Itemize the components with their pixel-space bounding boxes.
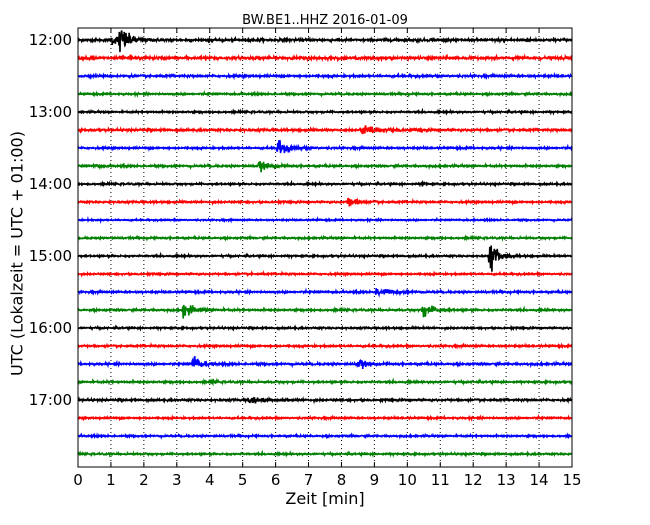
x-tick-label: 2 <box>139 471 149 489</box>
trace-row <box>77 245 573 272</box>
y-tick-label: 17:00 <box>29 391 72 409</box>
x-tick-label: 5 <box>238 471 248 489</box>
trace-row <box>77 395 573 405</box>
trace-row <box>77 304 573 319</box>
x-tick-label: 6 <box>271 471 281 489</box>
trace-row <box>77 234 573 242</box>
trace-row <box>77 107 573 116</box>
trace-row <box>77 197 573 207</box>
trace-row <box>77 216 573 224</box>
ticks: 0 1 2 3 4 5 6 7 8 9 10 11 12 13 14 1512:0013:0014:0015:… <box>29 28 582 489</box>
trace-row <box>77 449 573 458</box>
trace-row <box>77 269 573 278</box>
x-tick-label: 15 <box>562 471 581 489</box>
trace-row <box>77 413 573 423</box>
trace-row <box>77 53 573 63</box>
x-tick-label: 0 <box>73 471 83 489</box>
plot-frame <box>77 27 573 468</box>
x-tick-label: 4 <box>205 471 215 489</box>
x-tick-label: 7 <box>304 471 314 489</box>
y-axis-label: UTC (Lokalzeit = UTC + 01:00) <box>8 131 27 376</box>
x-tick-label: 11 <box>431 471 450 489</box>
trace-row <box>77 432 573 440</box>
x-tick-label: 3 <box>172 471 182 489</box>
x-tick-label: 13 <box>497 471 516 489</box>
traces <box>77 30 573 458</box>
x-tick-label: 1 <box>106 471 116 489</box>
trace-row <box>77 89 573 99</box>
y-tick-label: 15:00 <box>29 247 72 265</box>
y-tick-label: 16:00 <box>29 319 72 337</box>
trace-row <box>77 71 573 81</box>
trace-row <box>77 324 573 332</box>
trace-row <box>77 287 573 298</box>
y-tick-label: 12:00 <box>29 31 72 49</box>
x-axis-label: Zeit [min] <box>285 489 364 508</box>
y-tick-label: 13:00 <box>29 103 72 121</box>
y-tick-label: 14:00 <box>29 175 72 193</box>
x-tick-label: 9 <box>370 471 380 489</box>
trace-row <box>77 139 573 154</box>
trace-row <box>77 179 572 188</box>
x-tick-label: 10 <box>398 471 417 489</box>
trace-row <box>77 125 573 135</box>
trace-row <box>77 341 573 350</box>
x-tick-label: 8 <box>337 471 347 489</box>
trace-row <box>77 30 573 53</box>
x-tick-label: 12 <box>464 471 483 489</box>
chart-title: BW.BE1..HHZ 2016-01-09 <box>242 13 408 28</box>
trace-row <box>77 356 573 369</box>
x-tick-label: 14 <box>530 471 549 489</box>
trace-row <box>77 377 573 387</box>
trace-row <box>77 160 573 173</box>
